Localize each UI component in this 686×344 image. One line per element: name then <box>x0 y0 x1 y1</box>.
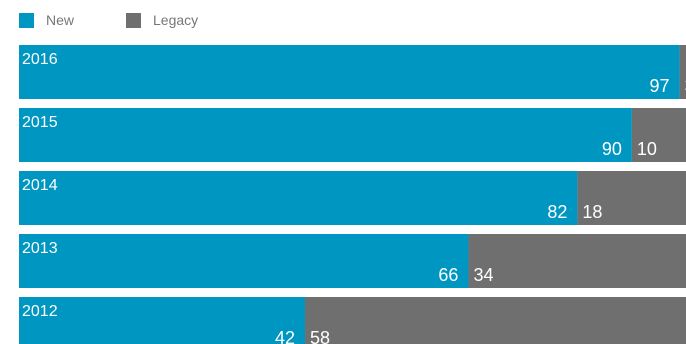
category-label-2015: 2015 <box>22 114 58 131</box>
bar-legacy-2012 <box>305 297 686 344</box>
value-label-legacy-2015: 10 <box>637 139 657 159</box>
category-label-2012: 2012 <box>22 303 58 320</box>
category-label-2013: 2013 <box>22 240 58 257</box>
bar-new-2015 <box>19 108 632 162</box>
bar-legacy-2014 <box>577 171 686 225</box>
chart-legend: New Legacy <box>19 12 250 28</box>
bar-legacy-2015 <box>631 108 686 162</box>
legend-item-legacy: Legacy <box>126 12 198 28</box>
legend-swatch-new <box>19 12 34 28</box>
value-label-new-2014: 82 <box>547 202 567 222</box>
value-label-new-2013: 66 <box>438 265 458 285</box>
bar-legacy-2016 <box>679 45 686 99</box>
legend-label-new: New <box>46 12 75 28</box>
value-label-legacy-2014: 18 <box>582 202 602 222</box>
value-label-new-2012: 42 <box>275 328 295 344</box>
value-label-legacy-2012: 58 <box>310 328 330 344</box>
bar-new-2013 <box>19 234 469 288</box>
category-label-2014: 2014 <box>22 177 58 194</box>
legend-label-legacy: Legacy <box>153 12 199 28</box>
value-label-legacy-2013: 34 <box>473 265 493 285</box>
value-label-legacy-2016: 3 <box>685 76 686 96</box>
category-label-2016: 2016 <box>22 51 58 68</box>
legend-item-new: New <box>19 12 74 28</box>
bar-legacy-2013 <box>468 234 686 288</box>
bar-new-2014 <box>19 171 578 225</box>
bar-new-2016 <box>19 45 680 99</box>
bar-new-2012 <box>19 297 306 344</box>
value-label-new-2015: 90 <box>602 139 622 159</box>
value-label-new-2016: 97 <box>650 76 670 96</box>
legend-swatch-legacy <box>126 12 142 28</box>
